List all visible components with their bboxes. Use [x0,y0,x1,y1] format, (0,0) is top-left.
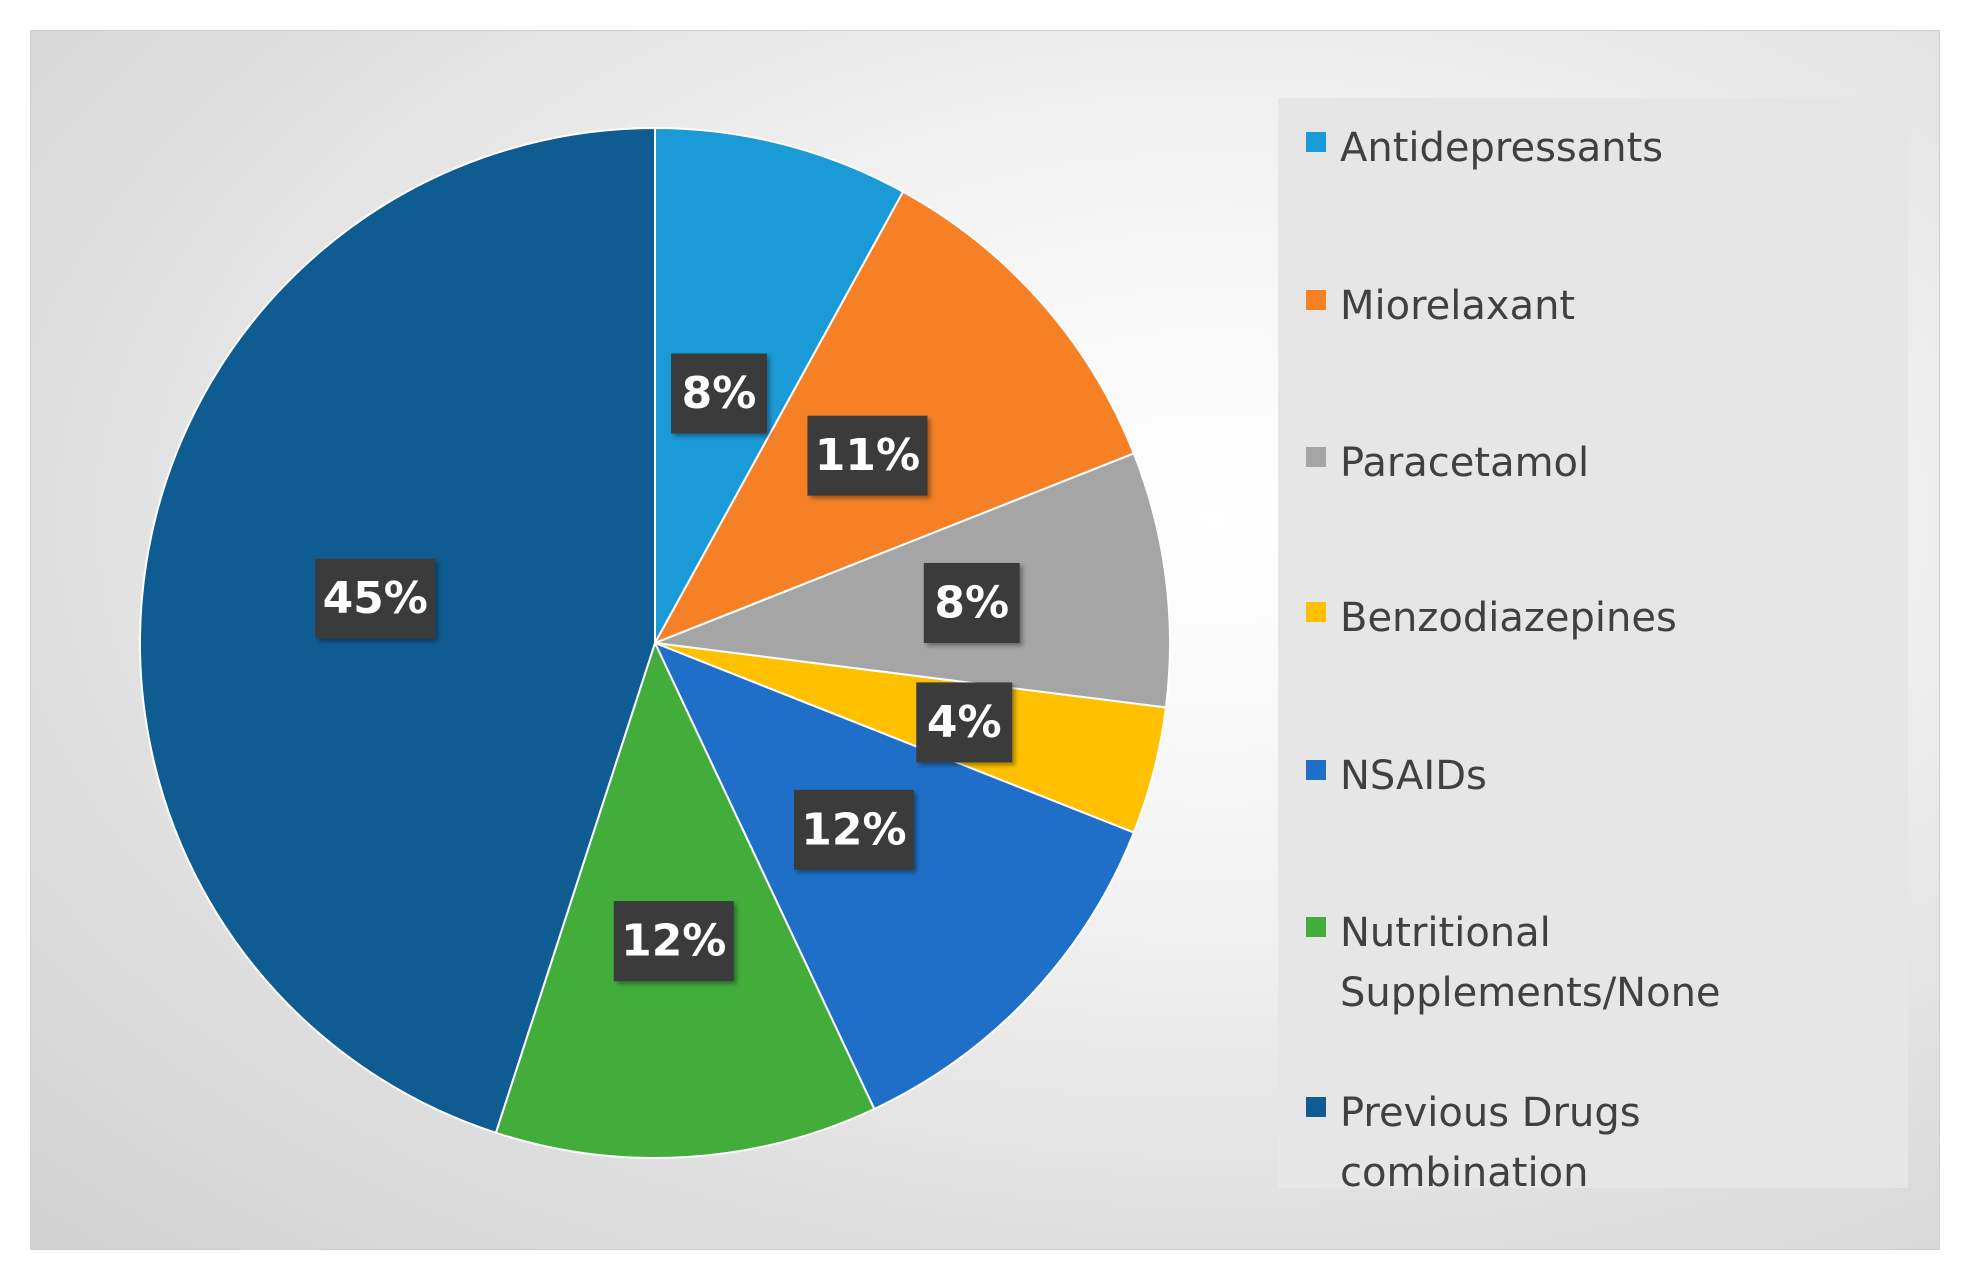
data-label-box [613,901,734,982]
legend-swatch [1306,760,1326,780]
pie-slice-antidepressants [654,126,905,644]
data-label-text: 45% [323,573,428,624]
pie-chart: 8% 11% 8% 4% 12% 12% 45% [139,126,1171,1159]
data-label-box [916,682,1013,763]
data-label-paracetamol: 8% [923,562,1020,643]
legend-item-miorelaxant: Miorelaxant [1306,276,1900,336]
data-label-benzodiazepines: 4% [916,682,1013,763]
legend-swatch [1306,290,1326,310]
legend-item-previous-drugs-combination: Previous Drugs combination [1306,1083,1900,1203]
pie-slice-nutritional-supplements-none [494,640,876,1159]
legend-swatch [1306,917,1326,937]
legend-item-nutritional-supplements-none: Nutritional Supplements/None [1306,903,1900,1023]
legend-label: Previous Drugs combination [1340,1090,1641,1196]
chart-frame: 8% 11% 8% 4% 12% 12% 45% Antidepressants Miorel… [30,30,1940,1250]
legend-label: Benzodiazepines [1340,595,1677,641]
data-label-text: 11% [815,430,920,481]
data-label-previous-drugs-combination: 45% [315,558,436,639]
data-label-antidepressants: 8% [671,353,768,434]
legend-swatch [1306,132,1326,152]
legend-label: Nutritional Supplements/None [1340,910,1721,1016]
data-label-miorelaxant: 11% [807,415,928,496]
legend-swatch [1306,1097,1326,1117]
legend-item-antidepressants: Antidepressants [1306,118,1900,178]
legend-label: Miorelaxant [1340,283,1576,329]
data-label-text: 8% [682,368,757,419]
data-label-text: 4% [927,697,1002,748]
pie-slice-paracetamol [654,452,1171,709]
legend-label: Antidepressants [1340,125,1664,171]
legend-item-paracetamol: Paracetamol [1306,433,1900,493]
data-label-text: 12% [801,804,906,855]
data-label-nutritional-supplements-none: 12% [613,901,734,982]
data-label-text: 8% [934,577,1009,628]
data-label-box [793,789,914,870]
data-label-box [807,415,928,496]
legend-label: Paracetamol [1340,440,1590,486]
data-label-nsaids: 12% [793,789,914,870]
data-label-box [923,562,1020,643]
data-label-box [315,558,436,639]
legend-item-nsaids: NSAIDs [1306,746,1900,806]
data-label-box [671,353,768,434]
pie-slice-nsaids [653,641,1136,1111]
legend-label: NSAIDs [1340,753,1487,799]
data-label-text: 12% [621,916,726,967]
legend: Antidepressants Miorelaxant Paracetamol Ben… [1278,98,1908,1196]
legend-item-benzodiazepines: Benzodiazepines [1306,588,1900,648]
legend-swatch [1306,447,1326,467]
legend-swatch [1306,602,1326,622]
